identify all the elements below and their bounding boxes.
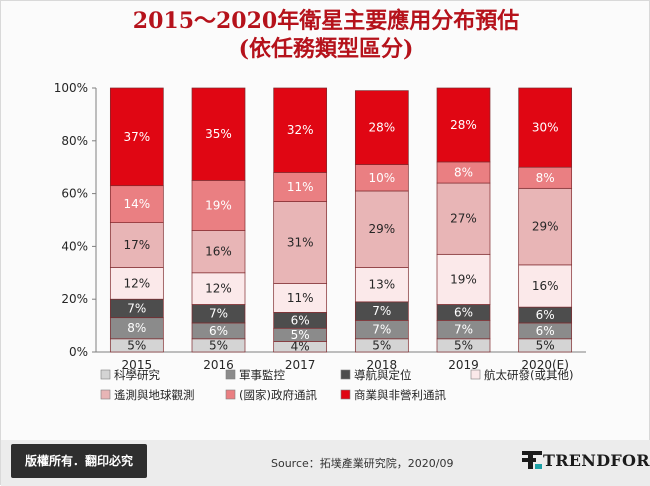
data-label: 5%: [209, 338, 228, 352]
x-tick-label: 2017: [285, 358, 316, 372]
bar-segment: [273, 87, 328, 173]
data-label: 5%: [127, 338, 146, 352]
legend-swatch: [470, 369, 481, 380]
data-label: 7%: [372, 304, 391, 318]
chart-title: 2015～2020年衛星主要應用分布預估 (依任務類型區分): [1, 7, 650, 63]
title-line-2: (依任務類型區分): [238, 36, 414, 62]
bar-segment: [518, 264, 573, 308]
data-label: 7%: [372, 323, 391, 337]
y-tick-label: 100%: [54, 81, 88, 95]
data-label: 4%: [291, 340, 310, 354]
legend-swatch: [340, 389, 351, 400]
data-label: 16%: [532, 279, 559, 293]
bar-segment: [354, 267, 409, 303]
data-label: 8%: [454, 165, 473, 179]
data-label: 27%: [450, 212, 477, 226]
data-label: 29%: [368, 222, 395, 236]
data-label: 8%: [127, 321, 146, 335]
stacked-bar-chart: 0% 20% 40% 60% 80% 100% 5% 8% 7% 12% 17% 14% 37% 2015…: [54, 81, 586, 402]
data-label: 5%: [372, 338, 391, 352]
data-label: 35%: [205, 127, 232, 141]
data-label: 6%: [536, 308, 555, 322]
bar-segment: [436, 87, 491, 163]
data-label: 28%: [368, 121, 395, 135]
data-label: 6%: [291, 313, 310, 327]
data-label: 7%: [127, 301, 146, 315]
source-note: Source：拓墣產業研究院，2020/09: [271, 457, 454, 470]
data-label: 6%: [454, 305, 473, 319]
data-label: 11%: [287, 180, 314, 194]
y-tick-label: 80%: [61, 134, 88, 148]
data-label: 6%: [209, 324, 228, 338]
y-tick-label: 40%: [61, 239, 88, 253]
y-tick-label: 60%: [61, 187, 88, 201]
bar-segment: [273, 172, 328, 202]
bar-segment: [518, 87, 573, 168]
legend-label: 科學研究: [114, 368, 160, 382]
legend-label: 商業與非營利通訊: [354, 388, 446, 402]
y-tick-label: 20%: [61, 292, 88, 306]
bar-segment: [354, 164, 409, 192]
bar-segment: [191, 87, 246, 181]
data-label: 30%: [532, 121, 559, 135]
data-label: 17%: [123, 238, 150, 252]
bar-segment: [109, 185, 164, 223]
brand-logo: TRENDFORCE: [521, 447, 650, 473]
data-label: 12%: [205, 282, 232, 296]
data-label: 32%: [287, 123, 314, 137]
bar-segment: [436, 182, 491, 255]
legend-label: 遙測與地球觀測: [114, 388, 195, 402]
legend-swatch: [100, 389, 111, 400]
data-label: 13%: [368, 278, 395, 292]
x-tick-label: 2020(E): [521, 358, 568, 372]
trendforce-mark-icon: [522, 451, 542, 469]
data-label: 12%: [123, 276, 150, 290]
data-label: 5%: [536, 338, 555, 352]
legend-swatch: [225, 369, 236, 380]
data-label: 16%: [205, 245, 232, 259]
data-label: 5%: [291, 328, 310, 342]
data-label: 11%: [287, 291, 314, 305]
data-label: 19%: [450, 272, 477, 286]
data-label: 29%: [532, 220, 559, 234]
title-line-1: 2015～2020年衛星主要應用分布預估: [132, 8, 520, 34]
data-label: 7%: [454, 323, 473, 337]
x-tick-label: 2015: [122, 358, 153, 372]
bar-segment: [273, 201, 328, 284]
bar-segment: [354, 90, 409, 165]
brand-name: TRENDFORCE: [543, 451, 650, 470]
bar-segment: [273, 283, 328, 313]
bar-segment: [109, 87, 164, 187]
x-tick-label: 2018: [367, 358, 398, 372]
legend-label: 軍事監控: [239, 368, 285, 382]
data-label: 5%: [454, 338, 473, 352]
data-label: 6%: [536, 324, 555, 338]
legend-swatch: [225, 389, 236, 400]
legend-swatch: [340, 369, 351, 380]
bar-segment: [109, 222, 164, 268]
bar-segment: [191, 230, 246, 274]
bar-segment: [518, 187, 573, 266]
bar-segment: [354, 190, 409, 268]
legend-label: 導航與定位: [354, 368, 412, 382]
data-label: 19%: [205, 198, 232, 212]
copyright-notice: 版權所有．翻印必究: [11, 444, 148, 478]
data-label: 7%: [209, 307, 228, 321]
x-tick-label: 2019: [448, 358, 479, 372]
data-label: 8%: [536, 171, 555, 185]
bar-segment: [191, 180, 246, 231]
data-label: 37%: [123, 130, 150, 144]
data-label: 31%: [287, 235, 314, 249]
legend-label: 航太研發(或其他): [484, 368, 573, 382]
legend-swatch: [100, 369, 111, 380]
bar-segment: [109, 267, 164, 300]
data-label: 10%: [368, 171, 395, 185]
legend-label: (國家)政府通訊: [239, 388, 317, 402]
bar-segment: [191, 272, 246, 305]
data-label: 14%: [123, 197, 150, 211]
x-tick-label: 2016: [203, 358, 234, 372]
data-label: 28%: [450, 118, 477, 132]
y-tick-label: 0%: [69, 345, 88, 359]
